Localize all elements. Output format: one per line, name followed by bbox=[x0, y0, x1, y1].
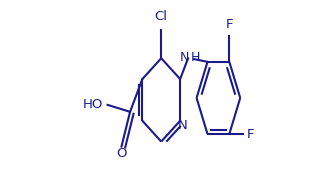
Text: Cl: Cl bbox=[155, 11, 168, 23]
Text: N: N bbox=[178, 120, 187, 133]
Text: H: H bbox=[191, 51, 200, 64]
Text: N: N bbox=[179, 51, 189, 64]
Text: HO: HO bbox=[83, 98, 103, 111]
Text: F: F bbox=[246, 127, 254, 140]
Text: O: O bbox=[116, 147, 126, 160]
Text: F: F bbox=[225, 18, 233, 31]
